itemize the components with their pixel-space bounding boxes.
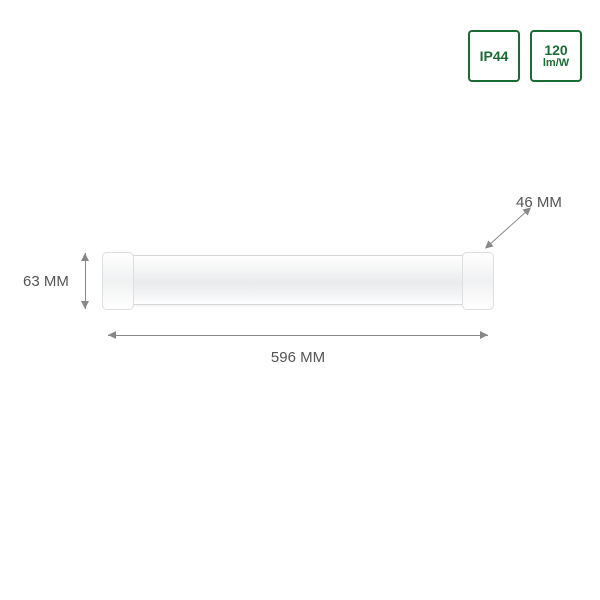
badge-ip-rating: IP44 <box>468 30 520 82</box>
dimension-height: 63 MM <box>75 253 86 309</box>
dimension-width: 596 MM <box>108 335 488 336</box>
product-illustration <box>108 255 488 305</box>
badge-efficiency: 120 lm/W <box>530 30 582 82</box>
dimension-width-line <box>108 335 488 336</box>
dimension-height-label: 63 MM <box>23 273 69 290</box>
product-dimension-diagram: IP44 120 lm/W 63 MM 596 MM 4 <box>0 0 600 600</box>
badge-efficiency-unit: lm/W <box>543 58 569 70</box>
dimension-height-line <box>85 253 86 309</box>
badge-ip-rating-text: IP44 <box>480 49 509 64</box>
badge-efficiency-value: 120 <box>544 43 567 58</box>
spec-badges: IP44 120 lm/W <box>468 30 582 82</box>
dimension-depth: 46 MM <box>476 200 540 252</box>
dimension-depth-label: 46 MM <box>516 194 562 211</box>
dimension-width-label: 596 MM <box>271 349 325 366</box>
